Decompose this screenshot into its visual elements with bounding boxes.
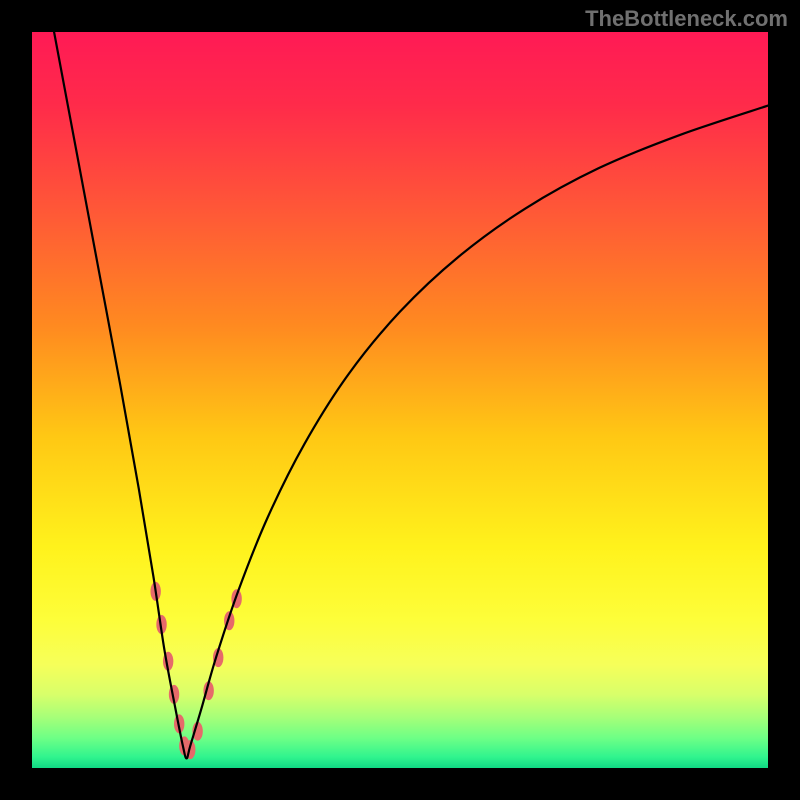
chart-plot-area: [32, 32, 768, 768]
watermark-text: TheBottleneck.com: [585, 6, 788, 32]
chart-svg: [32, 32, 768, 768]
